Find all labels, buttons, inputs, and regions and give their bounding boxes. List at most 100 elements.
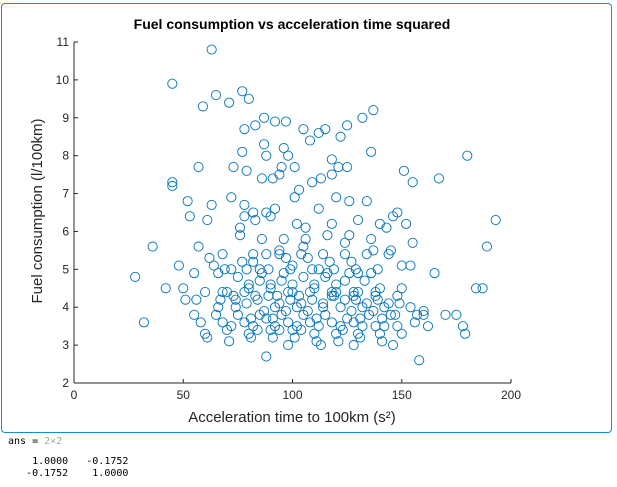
data-point <box>304 135 316 146</box>
data-point <box>138 317 149 328</box>
data-point <box>224 97 235 108</box>
data-point <box>344 196 355 207</box>
data-point <box>256 268 267 279</box>
data-point <box>300 222 311 233</box>
data-point <box>326 169 337 180</box>
data-point <box>333 336 344 347</box>
data-point <box>352 215 364 226</box>
data-point <box>226 192 237 203</box>
y-tick-label: 8 <box>62 149 69 163</box>
data-point <box>197 101 208 112</box>
data-point <box>215 294 226 305</box>
data-point <box>322 268 333 279</box>
data-point <box>206 199 217 210</box>
x-axis: 0 50 100 150 200 <box>71 379 521 402</box>
y-tick-label: 9 <box>62 111 69 125</box>
data-point <box>348 290 359 301</box>
ans-line: ans = 2×2 <box>8 436 128 448</box>
data-point <box>326 154 337 165</box>
data-point <box>298 271 309 282</box>
y-tick-label: 3 <box>62 338 69 352</box>
data-point <box>256 173 267 184</box>
data-point <box>460 328 471 339</box>
data-point <box>307 294 318 305</box>
data-point <box>204 252 215 264</box>
data-point <box>422 321 434 332</box>
data-point <box>167 177 178 188</box>
data-point <box>208 260 219 271</box>
data-point <box>250 215 261 226</box>
data-point <box>267 313 278 324</box>
data-point <box>370 290 381 301</box>
data-point <box>315 340 326 351</box>
data-point <box>200 287 211 298</box>
data-point <box>259 305 270 317</box>
data-point <box>289 161 300 173</box>
y-tick-label: 5 <box>62 262 69 276</box>
data-point <box>313 264 324 275</box>
data-point <box>307 264 318 275</box>
data-point <box>396 260 407 271</box>
data-point <box>470 283 482 294</box>
data-point <box>440 309 451 320</box>
x-tick-label: 0 <box>71 388 78 402</box>
data-point <box>477 283 488 294</box>
data-point <box>311 313 322 324</box>
data-point <box>407 177 418 188</box>
data-point <box>300 233 311 245</box>
data-point <box>342 120 353 131</box>
data-point <box>405 302 416 313</box>
data-point <box>213 302 224 313</box>
data-point <box>283 317 294 328</box>
data-point <box>457 321 468 332</box>
data-point <box>213 268 224 279</box>
data-point <box>309 328 320 339</box>
data-point <box>228 290 239 301</box>
data-point <box>248 207 259 218</box>
data-point <box>248 256 259 267</box>
ans-size: 2×2 <box>44 436 63 447</box>
data-point <box>289 332 300 343</box>
data-point <box>254 275 265 286</box>
data-point <box>276 161 287 173</box>
data-point <box>235 222 246 233</box>
data-point <box>278 143 289 154</box>
data-point <box>243 93 254 104</box>
data-point <box>335 321 346 332</box>
data-point <box>239 211 250 222</box>
data-point <box>256 233 267 245</box>
data-point <box>366 146 377 157</box>
data-point <box>217 287 228 298</box>
data-point <box>239 287 250 298</box>
data-point <box>248 249 259 260</box>
data-point <box>490 215 501 226</box>
data-point <box>405 260 416 271</box>
data-point <box>265 283 276 294</box>
data-point <box>269 321 281 332</box>
data-point <box>326 218 337 229</box>
data-point <box>379 321 390 332</box>
data-point <box>287 279 298 290</box>
y-axis-label: Fuel consumption (l/100km) <box>29 118 46 303</box>
data-point <box>339 294 350 305</box>
ans-label: ans = <box>8 436 39 447</box>
data-point <box>335 302 346 313</box>
data-point <box>296 249 307 260</box>
data-point <box>370 321 381 332</box>
data-point <box>237 86 248 97</box>
data-point <box>235 230 246 241</box>
data-point <box>195 317 206 328</box>
data-point <box>269 203 281 214</box>
data-point <box>241 298 252 309</box>
data-point <box>392 290 403 301</box>
data-point <box>409 317 420 328</box>
command-window-output: ans = 2×2 1.0000 -0.1752 -0.1752 1.0000 <box>8 436 128 480</box>
data-point <box>377 336 388 347</box>
data-point <box>241 165 252 176</box>
figure-window: Fuel consumption vs acceleration time sq… <box>1 3 612 433</box>
data-point <box>283 150 294 161</box>
data-point <box>245 313 257 324</box>
data-point <box>322 230 333 241</box>
data-point <box>339 237 350 248</box>
data-point <box>263 290 274 301</box>
